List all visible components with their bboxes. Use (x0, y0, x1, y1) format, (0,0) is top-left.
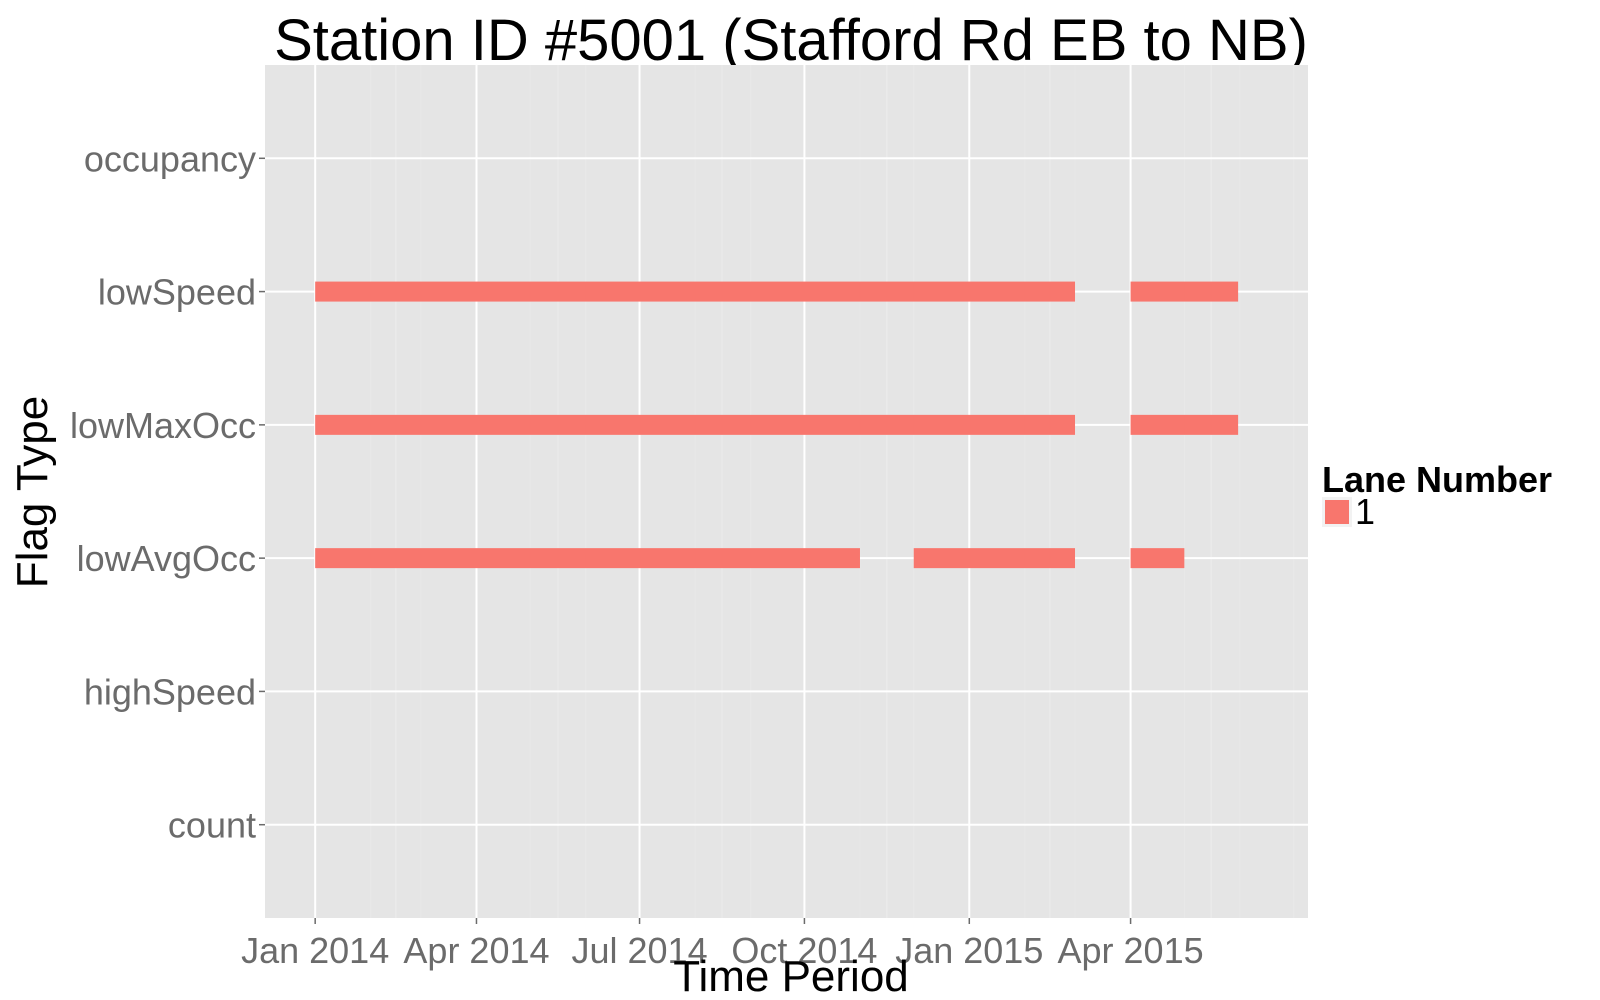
flag-segment-lowSpeed (1130, 281, 1239, 302)
y-tick-label: occupancy (84, 138, 256, 179)
y-tick-label: count (168, 805, 256, 846)
legend-title: Lane Number (1322, 459, 1552, 500)
plot-panel (265, 65, 1308, 918)
chart-title: Station ID #5001 (Stafford Rd EB to NB) (274, 8, 1308, 73)
x-tick-label: Jan 2014 (241, 930, 389, 971)
flag-segment-lowAvgOcc (1130, 548, 1185, 569)
y-axis-title: Flag Type (8, 396, 57, 588)
x-tick-label: Oct 2014 (731, 930, 877, 971)
legend: Lane Number 1 (1322, 459, 1552, 532)
legend-label: 1 (1355, 491, 1375, 532)
x-tick-label: Apr 2014 (403, 930, 549, 971)
flag-segment-lowAvgOcc (315, 548, 860, 569)
flag-segment-lowMaxOcc (1130, 414, 1239, 435)
x-axis-title: Time Period (673, 952, 909, 1000)
y-tick-label: lowSpeed (98, 272, 256, 313)
x-tick-label: Apr 2015 (1058, 930, 1204, 971)
flag-segments (315, 281, 1239, 569)
x-tick-label: Jul 2014 (571, 930, 707, 971)
x-axis: Jan 2014 Apr 2014 Jul 2014 Oct 2014 Jan 2015… (241, 918, 1204, 971)
flag-segment-lowAvgOcc (913, 548, 1076, 569)
legend-swatch (1325, 500, 1349, 524)
flag-segment-lowSpeed (315, 281, 1076, 302)
y-tick-label: highSpeed (84, 671, 256, 712)
y-axis: occupancy lowSpeed lowMaxOcc lowAvgOcc highS… (70, 138, 265, 846)
flag-segment-lowMaxOcc (315, 414, 1076, 435)
y-tick-label: lowMaxOcc (70, 405, 256, 446)
y-tick-label: lowAvgOcc (77, 538, 256, 579)
x-tick-label: Jan 2015 (895, 930, 1043, 971)
